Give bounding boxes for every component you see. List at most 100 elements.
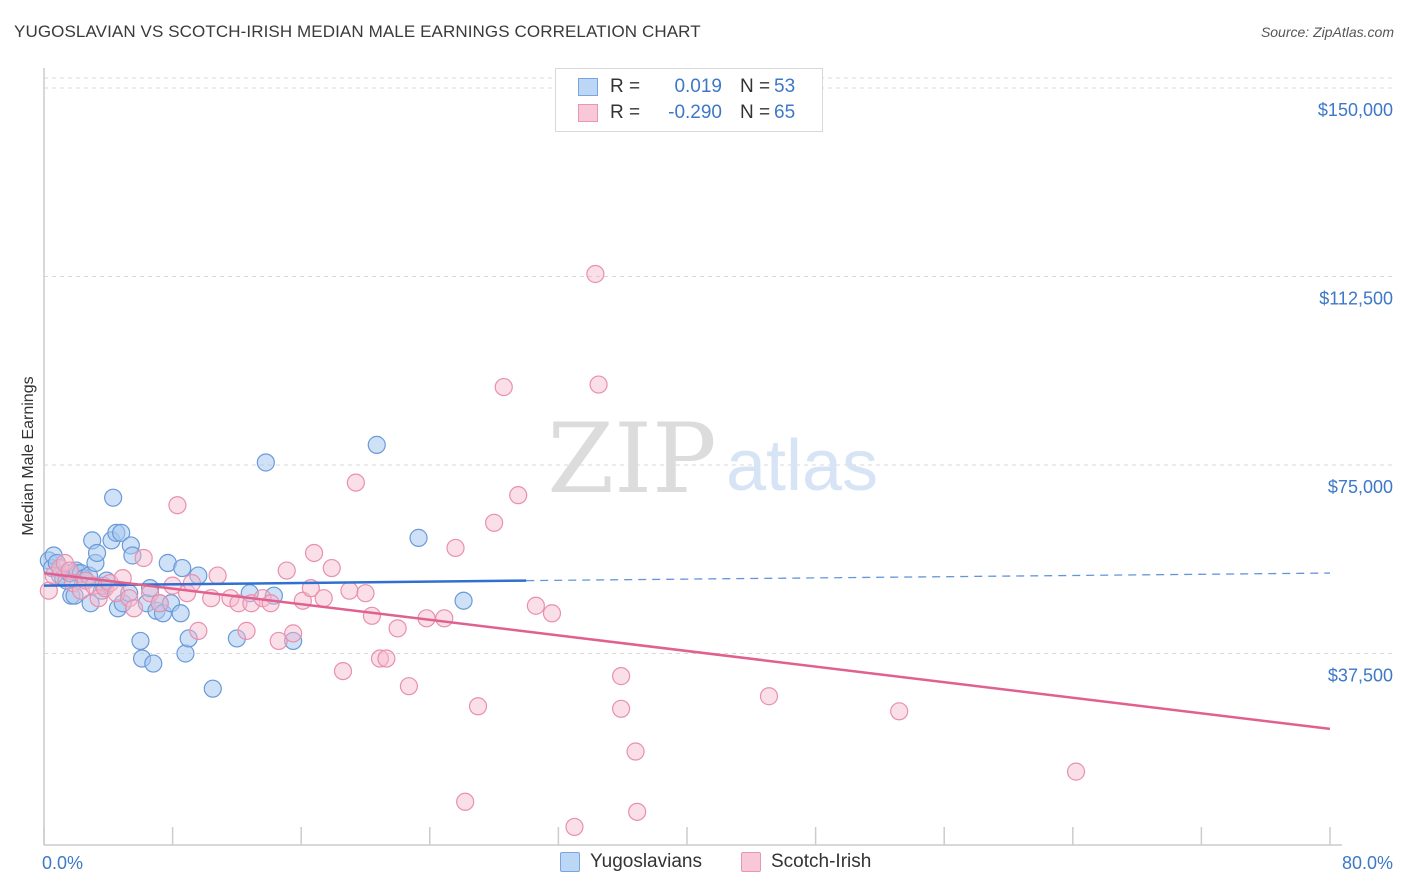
data-point-yugoslavians [171, 604, 190, 623]
data-point-yugoslavians [173, 558, 192, 578]
legend-swatch-pink [741, 852, 761, 872]
n-label: N = [740, 102, 771, 123]
data-point-yugoslavians [284, 631, 303, 651]
data-point-scotch-irish [261, 594, 280, 613]
series-scotch-irish-points [39, 264, 1086, 837]
series-yugoslavians-points [39, 435, 473, 698]
legend-item-scotch-irish[interactable]: Scotch-Irish [741, 851, 871, 873]
data-point-scotch-irish [542, 604, 562, 623]
data-point-scotch-irish [314, 589, 333, 608]
data-point-yugoslavians [227, 629, 246, 648]
data-point-scotch-irish [399, 677, 419, 696]
data-point-yugoslavians [203, 679, 222, 698]
data-point-scotch-irish [284, 624, 303, 643]
data-point-scotch-irish [468, 697, 488, 716]
data-point-scotch-irish [565, 817, 584, 837]
data-point-scotch-irish [208, 566, 227, 585]
data-point-scotch-irish [611, 667, 631, 686]
r-label: R = [610, 76, 641, 97]
data-point-yugoslavians [179, 629, 198, 648]
data-point-scotch-irish [134, 548, 153, 568]
trend-line-scotch-irish [43, 571, 1331, 731]
x-tick-label: 80.0% [1342, 853, 1393, 873]
data-point-yugoslavians [112, 523, 131, 542]
r-label: R = [610, 102, 641, 123]
data-point-scotch-irish [377, 649, 396, 668]
data-point-scotch-irish [362, 606, 382, 625]
data-point-scotch-irish [586, 264, 605, 284]
y-tick-label: $37,500 [1328, 666, 1393, 686]
watermark-zip: ZIP [547, 403, 716, 515]
data-point-yugoslavians [123, 546, 142, 565]
trend-lines [43, 571, 1331, 731]
data-point-yugoslavians [144, 654, 163, 673]
data-point-scotch-irish [494, 377, 513, 397]
r-value: -0.290 [668, 102, 722, 123]
chart-title: YUGOSLAVIAN VS SCOTCH-IRISH MEDIAN MALE … [14, 22, 701, 41]
data-point-scotch-irish [189, 621, 208, 640]
data-point-scotch-irish [150, 594, 169, 613]
data-point-scotch-irish [333, 661, 353, 681]
data-point-scotch-irish [346, 473, 365, 492]
gridlines [43, 77, 1394, 845]
data-point-scotch-irish [340, 581, 359, 600]
legend-label: Scotch-Irish [771, 851, 872, 872]
data-point-yugoslavians [104, 488, 123, 507]
y-tick-label: $75,000 [1328, 477, 1393, 497]
legend-swatch-blue [560, 852, 580, 872]
trend-line-yugoslavians [43, 579, 527, 587]
legend-item-yugoslavians[interactable]: Yugoslavians [560, 851, 702, 873]
data-point-yugoslavians [367, 435, 386, 454]
r-value: 0.019 [674, 76, 722, 97]
data-point-scotch-irish [509, 486, 528, 505]
correlation-legend: R = 0.019 N = 53 R = -0.290 N = 65 [555, 68, 823, 132]
trend-line-yugoslavians-projection [526, 572, 1331, 582]
y-axis-label: Median Male Earnings [20, 376, 37, 535]
data-point-yugoslavians [87, 543, 107, 563]
legend-swatch-blue [578, 78, 598, 96]
data-point-scotch-irish [370, 649, 390, 668]
n-label: N = [740, 76, 771, 97]
data-point-scotch-irish [229, 594, 248, 613]
data-point-scotch-irish [168, 496, 187, 515]
data-point-scotch-irish [626, 742, 645, 761]
data-point-yugoslavians [409, 528, 428, 547]
watermark: ZIP atlas [547, 403, 878, 515]
data-point-scotch-irish [388, 619, 407, 638]
data-point-yugoslavians [176, 644, 195, 663]
y-tick-label: $150,000 [1318, 100, 1393, 120]
data-point-scotch-irish [759, 687, 779, 706]
series-legend: Yugoslavians Scotch-Irish [0, 851, 1406, 877]
source-label: Source: ZipAtlas.com [1260, 24, 1394, 40]
data-point-scotch-irish [485, 513, 504, 532]
data-point-scotch-irish [120, 589, 139, 608]
legend-swatch-pink [578, 104, 598, 122]
data-point-scotch-irish [322, 558, 341, 578]
data-point-scotch-irish [1066, 762, 1086, 781]
data-point-yugoslavians [256, 453, 275, 472]
n-value: 65 [774, 102, 796, 123]
data-point-scotch-irish [890, 702, 909, 721]
x-tick-label: 0.0% [42, 853, 83, 873]
data-point-scotch-irish [304, 543, 324, 563]
data-point-scotch-irish [124, 599, 144, 618]
data-point-scotch-irish [628, 802, 647, 821]
data-point-scotch-irish [589, 375, 608, 394]
tick-labels: $37,500 $75,000 $112,500 $150,000 0.0% 80.0% [42, 100, 1393, 873]
data-point-yugoslavians [131, 631, 150, 651]
axes [43, 68, 1342, 846]
data-point-scotch-irish [456, 792, 475, 811]
data-point-yugoslavians [454, 591, 473, 610]
data-point-scotch-irish [611, 699, 631, 718]
data-point-scotch-irish [237, 621, 256, 640]
y-tick-label: $112,500 [1319, 289, 1393, 309]
data-point-scotch-irish [446, 538, 465, 558]
legend-row-scotch-irish: R = -0.290 N = 65 [578, 100, 795, 126]
data-point-scotch-irish [89, 589, 108, 608]
legend-label: Yugoslavians [590, 851, 702, 872]
watermark-atlas: atlas [726, 426, 878, 506]
legend-row-yugoslavians: R = 0.019 N = 53 [578, 74, 795, 100]
n-value: 53 [774, 76, 796, 97]
data-point-scotch-irish [277, 561, 296, 580]
